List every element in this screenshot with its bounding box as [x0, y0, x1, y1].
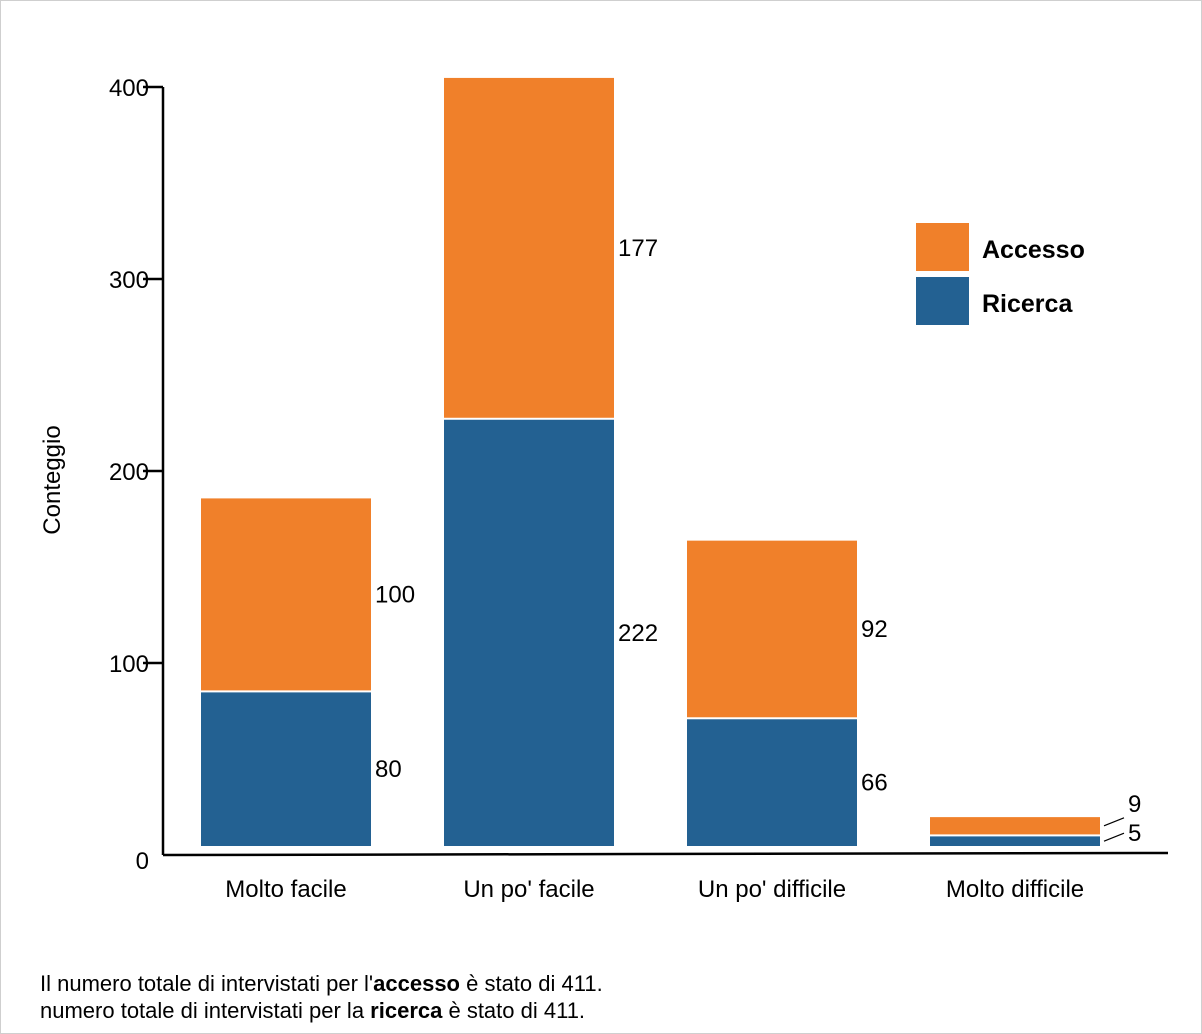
footnote-line-1: Il numero totale di intervistati per l'a… [40, 971, 603, 996]
y-tick-label: 100 [109, 651, 149, 678]
legend-swatch [916, 223, 969, 271]
y-tick-label: 400 [109, 75, 149, 102]
bar-ricerca [444, 419, 614, 846]
stacked-bar-chart: 0 100 200 300 400 Molto facile 80 100 Un po' fa… [39, 75, 1169, 903]
data-label-ricerca: 66 [861, 770, 888, 797]
legend-label: Accesso [982, 236, 1085, 264]
bar-ricerca [930, 836, 1100, 846]
legend-swatch [916, 277, 969, 325]
y-tick-label: 200 [109, 459, 149, 486]
footnote: Il numero totale di intervistati per l'a… [40, 970, 603, 1024]
legend-label: Ricerca [982, 290, 1073, 318]
data-label-accesso: 177 [618, 235, 658, 262]
data-labels: Molto facile 80 100 Un po' facile 222 177 Un p… [225, 235, 1141, 903]
data-label-ricerca: 5 [1128, 820, 1141, 847]
data-label-ricerca: 80 [375, 756, 402, 783]
leader-line-accesso [1103, 817, 1125, 827]
x-tick-label: Un po' facile [463, 876, 594, 903]
bar-accesso [201, 498, 371, 691]
x-tick-label: Molto facile [225, 876, 346, 903]
bar-ricerca [201, 692, 371, 846]
bar-accesso [687, 540, 857, 718]
y-tick-label: 300 [109, 267, 149, 294]
data-label-accesso: 100 [375, 581, 415, 608]
legend: Accesso Ricerca [916, 223, 1085, 325]
footnote-line-2: numero totale di intervistati per la ric… [40, 998, 586, 1023]
bars [201, 77, 1100, 846]
bar-ricerca [687, 719, 857, 846]
bar-accesso [930, 817, 1100, 835]
data-label-accesso: 9 [1128, 791, 1141, 818]
data-label-accesso: 92 [861, 616, 888, 643]
y-tick-label: 0 [136, 848, 149, 875]
data-label-ricerca: 222 [618, 620, 658, 647]
axes: 0 100 200 300 400 [109, 75, 1169, 875]
x-tick-label: Molto difficile [946, 876, 1084, 903]
x-tick-label: Un po' difficile [698, 876, 846, 903]
bar-accesso [444, 77, 614, 418]
y-axis-label: Conteggio [39, 425, 66, 534]
x-axis-line [162, 851, 1169, 857]
leader-line-ricerca [1103, 832, 1125, 842]
